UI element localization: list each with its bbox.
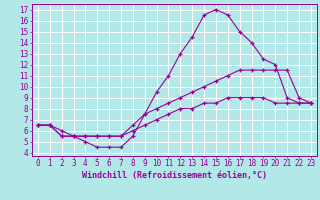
X-axis label: Windchill (Refroidissement éolien,°C): Windchill (Refroidissement éolien,°C) [82,171,267,180]
